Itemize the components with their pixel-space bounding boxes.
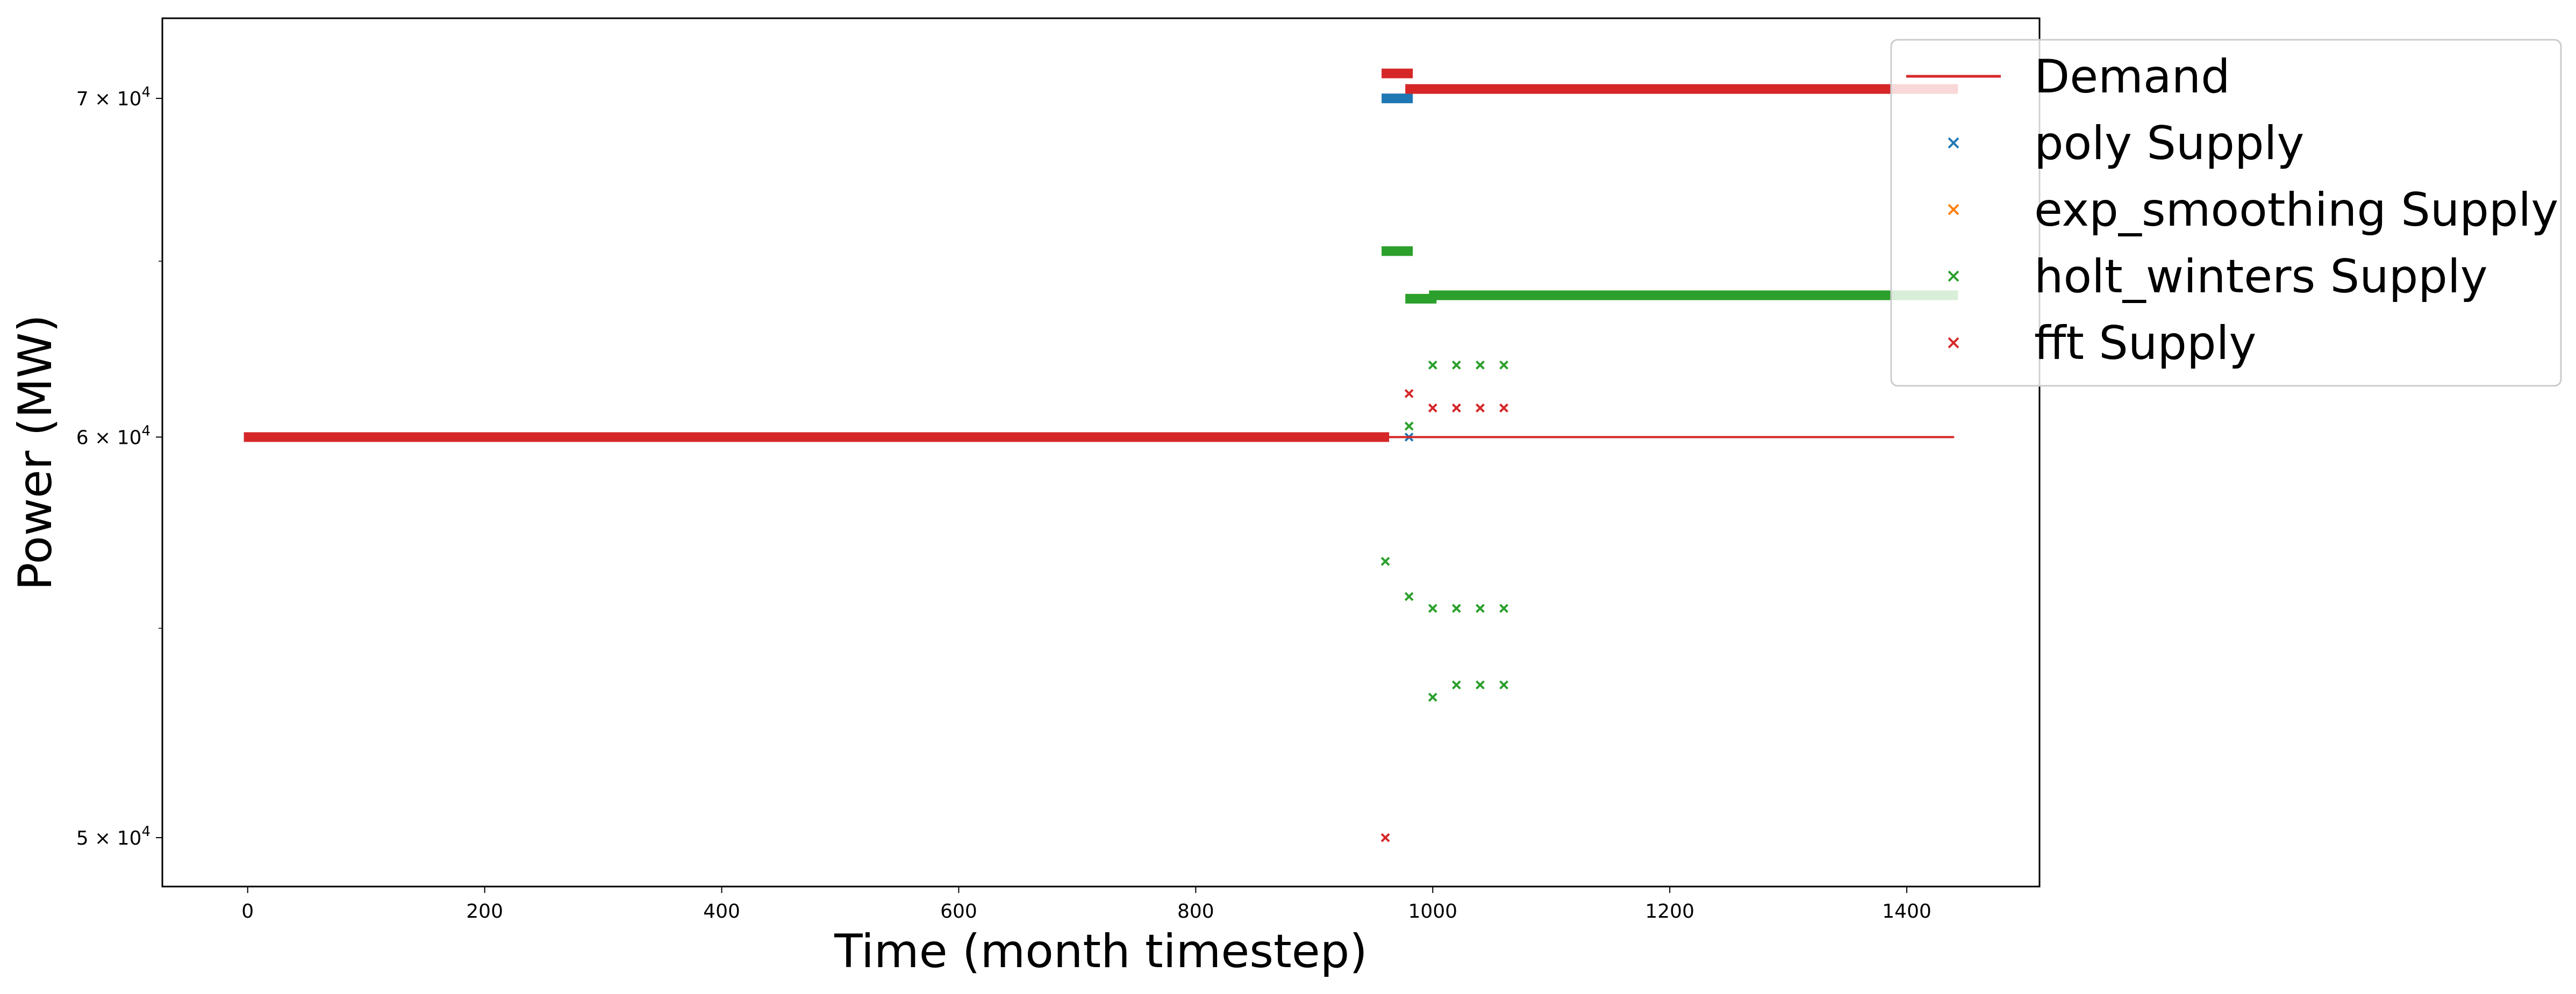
legend-item-demand: Demand xyxy=(1906,50,2230,104)
series-holt-winters-supply xyxy=(1380,246,1958,702)
legend-item-poly-supply: poly Supply xyxy=(1948,117,2304,170)
holt-winters-supply-point xyxy=(1428,360,1437,370)
legend-label: exp_smoothing Supply xyxy=(2034,183,2558,237)
poly-supply-marker-run xyxy=(1382,93,1413,104)
holt-winters-supply-point xyxy=(1499,360,1508,370)
holt-winters-supply-point xyxy=(1499,603,1508,613)
holt-winters-supply-point xyxy=(1380,557,1390,566)
holt-winters-supply-point xyxy=(1451,680,1461,690)
fft-supply-point xyxy=(1499,403,1508,413)
legend-marker-swatch xyxy=(1948,337,1959,349)
y-axis: 5 × 104 6 × 104 7 × 104 xyxy=(76,84,162,849)
holt-winters-supply-marker-run xyxy=(1405,293,1437,304)
x-tick-label: 800 xyxy=(1177,901,1214,923)
legend-item-fft-supply: fft Supply xyxy=(1948,316,2256,370)
legend-label: holt_winters Supply xyxy=(2034,250,2488,304)
fft-supply-marker-run xyxy=(1382,68,1413,78)
holt-winters-supply-point xyxy=(1404,421,1414,431)
legend-item-exp-smoothing-supply: exp_smoothing Supply xyxy=(1948,183,2558,237)
x-tick-label: 200 xyxy=(466,901,503,923)
holt-winters-supply-point xyxy=(1428,603,1437,613)
holt-winters-supply-point xyxy=(1476,680,1485,690)
legend-marker-swatch xyxy=(1948,137,1959,149)
legend-marker-swatch xyxy=(1948,204,1959,215)
legend-label: fft Supply xyxy=(2034,316,2256,370)
legend-item-holt-winters-supply: holt_winters Supply xyxy=(1948,250,2488,304)
legend-box xyxy=(1890,39,2562,387)
fft-supply-point xyxy=(1380,833,1390,842)
x-axis-title: Time (month timestep) xyxy=(834,925,1368,978)
holt-winters-supply-point xyxy=(1451,360,1461,370)
y-tick-label: 7 × 104 xyxy=(76,84,151,110)
fft-supply-marker-run xyxy=(1405,84,1958,94)
holt-winters-supply-marker-run xyxy=(1429,290,1958,300)
y-tick-label: 6 × 104 xyxy=(76,423,151,449)
x-tick-label: 0 xyxy=(241,901,254,923)
x-tick-label: 600 xyxy=(940,901,977,923)
holt-winters-supply-point xyxy=(1451,603,1461,613)
holt-winters-supply-point xyxy=(1476,360,1485,370)
x-tick-label: 400 xyxy=(703,901,740,923)
fft-supply-point xyxy=(1476,403,1485,413)
y-axis-title: Power (MW) xyxy=(9,314,62,590)
legend-marker-swatch xyxy=(1948,270,1959,282)
legend: Demand poly Supply exp_smoothing Supply hol… xyxy=(1890,39,2562,387)
x-tick-label: 1400 xyxy=(1882,901,1931,923)
x-tick-label: 1000 xyxy=(1408,901,1457,923)
legend-label: Demand xyxy=(2034,50,2230,104)
x-tick-label: 1200 xyxy=(1645,901,1694,923)
x-axis: 0 200 400 600 800 1000 1200 1400 xyxy=(241,887,1931,923)
legend-label: poly Supply xyxy=(2034,117,2304,170)
plot-area xyxy=(244,68,1958,842)
axes-frame xyxy=(161,17,2041,888)
holt-winters-supply-marker-run xyxy=(1382,246,1413,256)
holt-winters-supply-point xyxy=(1428,693,1437,702)
holt-winters-supply-point xyxy=(1476,603,1485,613)
fft-supply-point xyxy=(1428,403,1437,413)
y-tick-label: 5 × 104 xyxy=(76,824,151,849)
holt-winters-supply-point xyxy=(1404,592,1414,601)
holt-winters-supply-point xyxy=(1499,680,1508,690)
fft-supply-point xyxy=(1404,389,1414,398)
fft-supply-point xyxy=(1451,403,1461,413)
